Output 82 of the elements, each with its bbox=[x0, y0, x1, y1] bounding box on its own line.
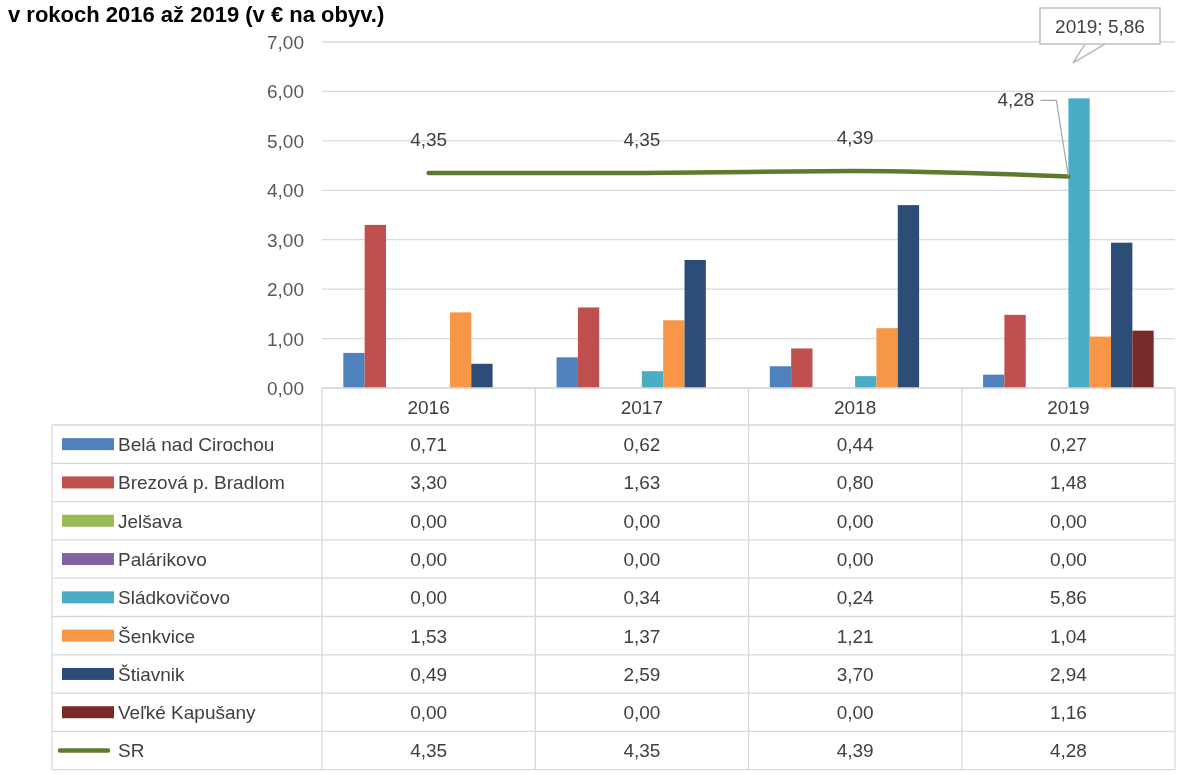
data-label: 0,44 bbox=[836, 434, 875, 455]
data-label: 1,53 bbox=[410, 625, 448, 647]
x-tick-label: 2016 bbox=[407, 397, 450, 418]
bar bbox=[684, 259, 706, 388]
legend-label: Šenkvice bbox=[118, 625, 196, 647]
bar bbox=[855, 376, 877, 388]
legend-label: Sládkovičovo bbox=[118, 587, 230, 609]
data-label: 0,00 bbox=[836, 548, 874, 570]
legend-label: Veľké Kapušany bbox=[118, 702, 257, 724]
x-tick-label: 2017 bbox=[620, 397, 664, 418]
data-label: 0,27 bbox=[1049, 434, 1087, 455]
legend-label: Palárikovo bbox=[118, 548, 207, 570]
y-tick-label: 0,00 bbox=[267, 378, 304, 399]
data-label: 0,00 bbox=[410, 548, 448, 570]
data-label: 0,24 bbox=[836, 587, 875, 609]
data-label: 0,71 bbox=[410, 434, 448, 455]
data-label: 4,35 bbox=[623, 740, 661, 762]
data-label: 0,00 bbox=[1049, 510, 1087, 532]
data-label: 0,49 bbox=[410, 663, 448, 685]
y-tick-label: 1,00 bbox=[267, 328, 304, 350]
legend-label: Jelšava bbox=[118, 510, 183, 532]
text: 4,35 bbox=[410, 128, 448, 150]
bar bbox=[449, 312, 472, 388]
data-label: 0,00 bbox=[623, 510, 661, 532]
bar bbox=[343, 352, 365, 388]
data-label: 0,00 bbox=[410, 587, 448, 609]
data-label: 4,35 bbox=[410, 740, 448, 762]
data-label: 4,39 bbox=[836, 740, 874, 762]
data-label: 1,04 bbox=[1049, 625, 1088, 647]
legend-label: SR bbox=[118, 740, 145, 762]
text: 2019; 5,86 bbox=[1055, 16, 1145, 37]
bar bbox=[897, 205, 920, 388]
y-tick-label: 5,00 bbox=[267, 130, 304, 152]
bar bbox=[663, 320, 685, 388]
data-label: 0,00 bbox=[836, 510, 874, 532]
bar bbox=[1089, 336, 1112, 388]
text: 4,35 bbox=[623, 128, 661, 150]
y-tick-label: 7,00 bbox=[267, 32, 304, 53]
bar bbox=[1004, 314, 1026, 388]
bar bbox=[641, 371, 664, 388]
data-label: 1,21 bbox=[836, 625, 874, 647]
data-label: 3,70 bbox=[836, 663, 874, 685]
data-label: 5,86 bbox=[1049, 587, 1087, 609]
bar bbox=[471, 363, 493, 388]
chart-title: v rokoch 2016 až 2019 (v € na obyv.) bbox=[8, 2, 385, 27]
data-label: 0,34 bbox=[623, 587, 661, 609]
bar bbox=[364, 224, 386, 388]
data-label: 0,00 bbox=[410, 510, 448, 532]
data-label: 1,16 bbox=[1049, 702, 1087, 724]
data-label: 1,48 bbox=[1049, 472, 1087, 494]
y-tick-label: 6,00 bbox=[267, 81, 304, 103]
bar bbox=[1132, 330, 1154, 388]
data-label: 4,28 bbox=[1049, 740, 1087, 762]
text: 4,39 bbox=[836, 127, 874, 149]
legend-label: Brezová p. Bradlom bbox=[118, 472, 285, 494]
data-label: 2,94 bbox=[1049, 663, 1088, 685]
text: 4,28 bbox=[997, 89, 1035, 111]
bar bbox=[769, 366, 792, 388]
data-label: 0,00 bbox=[623, 702, 661, 724]
legend-label: Štiavnik bbox=[118, 663, 186, 685]
bar bbox=[791, 348, 813, 388]
y-tick-label: 2,00 bbox=[267, 279, 304, 301]
bar bbox=[1111, 242, 1133, 388]
data-label: 0,00 bbox=[836, 702, 874, 724]
data-label: 3,30 bbox=[410, 472, 448, 494]
bar bbox=[1068, 98, 1090, 388]
data-label: 0,00 bbox=[410, 702, 448, 724]
data-label: 0,00 bbox=[623, 548, 661, 570]
data-label: 0,00 bbox=[1049, 548, 1087, 570]
data-label: 1,63 bbox=[623, 472, 661, 494]
bar bbox=[556, 357, 578, 388]
bar bbox=[876, 328, 898, 388]
legend-label: Belá nad Cirochou bbox=[118, 434, 275, 455]
x-tick-label: 2019 bbox=[1047, 397, 1090, 418]
data-label: 0,62 bbox=[623, 434, 661, 455]
y-tick-label: 4,00 bbox=[267, 180, 304, 202]
data-label: 1,37 bbox=[623, 625, 661, 647]
x-tick-label: 2018 bbox=[833, 397, 877, 418]
bar bbox=[577, 307, 600, 388]
data-label: 0,80 bbox=[836, 472, 874, 494]
data-label: 2,59 bbox=[623, 663, 661, 685]
y-tick-label: 3,00 bbox=[267, 229, 304, 251]
